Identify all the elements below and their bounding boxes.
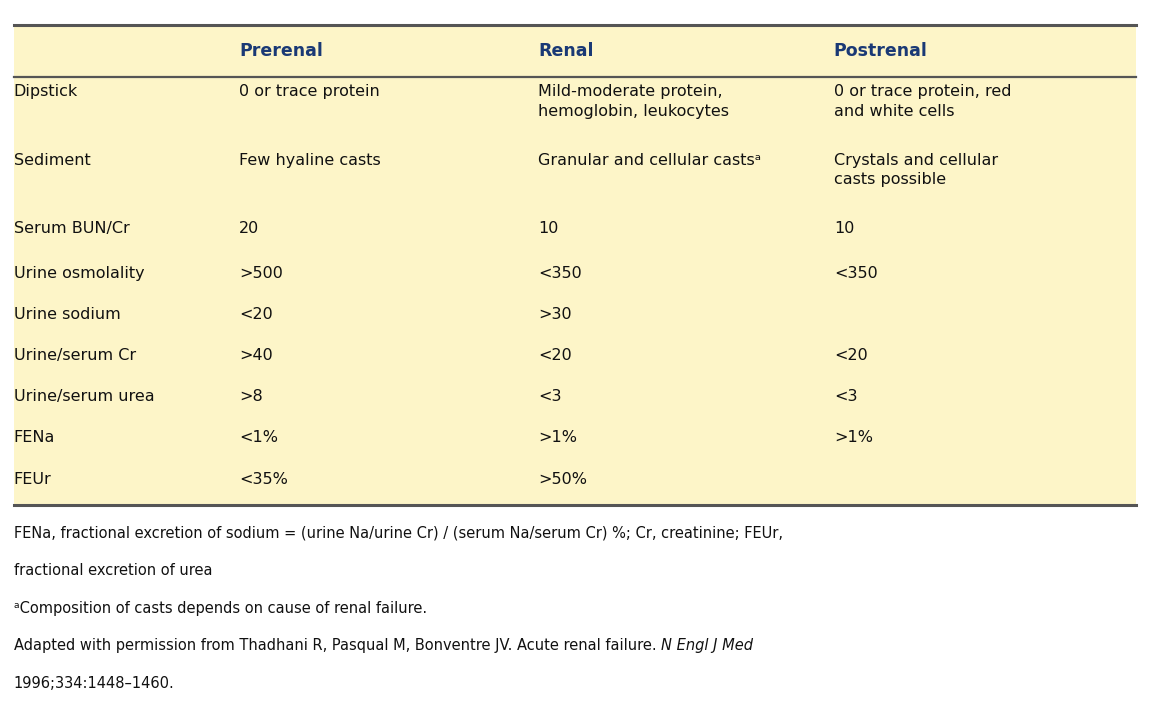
Text: <20: <20 [538, 348, 572, 363]
Text: 20: 20 [239, 221, 260, 236]
Text: Few hyaline casts: Few hyaline casts [239, 153, 381, 168]
Text: <350: <350 [834, 266, 877, 281]
Text: <350: <350 [538, 266, 582, 281]
Text: fractional excretion of urea: fractional excretion of urea [14, 563, 213, 578]
Text: 0 or trace protein: 0 or trace protein [239, 84, 380, 99]
Text: >1%: >1% [538, 430, 577, 446]
Text: <3: <3 [834, 389, 857, 404]
Text: Urine osmolality: Urine osmolality [14, 266, 145, 281]
Text: 10: 10 [834, 221, 854, 236]
Text: Urine sodium: Urine sodium [14, 307, 121, 322]
Text: Urine/serum Cr: Urine/serum Cr [14, 348, 136, 363]
Text: <20: <20 [239, 307, 273, 322]
Text: 10: 10 [538, 221, 559, 236]
Text: Urine/serum urea: Urine/serum urea [14, 389, 154, 404]
Text: Dipstick: Dipstick [14, 84, 78, 99]
Text: >8: >8 [239, 389, 263, 404]
Text: <3: <3 [538, 389, 561, 404]
Text: Mild-moderate protein,
hemoglobin, leukocytes: Mild-moderate protein, hemoglobin, leuko… [538, 84, 729, 118]
Text: Postrenal: Postrenal [834, 43, 928, 60]
Bar [0, 509, 1150, 721]
Text: <1%: <1% [239, 430, 278, 446]
Text: <35%: <35% [239, 472, 288, 487]
Text: 1996;334:1448–1460.: 1996;334:1448–1460. [14, 676, 175, 691]
Text: FENa: FENa [14, 430, 55, 446]
Text: >500: >500 [239, 266, 283, 281]
Text: Granular and cellular castsᵃ: Granular and cellular castsᵃ [538, 153, 761, 168]
Text: <20: <20 [834, 348, 867, 363]
Text: Sediment: Sediment [14, 153, 91, 168]
Text: Renal: Renal [538, 43, 593, 60]
Text: Crystals and cellular
casts possible: Crystals and cellular casts possible [834, 153, 998, 187]
Text: >40: >40 [239, 348, 273, 363]
Text: >50%: >50% [538, 472, 588, 487]
Text: FENa, fractional excretion of sodium = (urine Na/urine Cr) / (serum Na/serum Cr): FENa, fractional excretion of sodium = (… [14, 526, 783, 541]
Text: >1%: >1% [834, 430, 873, 446]
Text: Prerenal: Prerenal [239, 43, 323, 60]
Text: Adapted with permission from Thadhani R, Pasqual M, Bonventre JV. Acute renal fa: Adapted with permission from Thadhani R,… [14, 638, 661, 653]
Text: ᵃComposition of casts depends on cause of renal failure.: ᵃComposition of casts depends on cause o… [14, 601, 427, 616]
Bar [14, 25, 1136, 505]
Text: FEUr: FEUr [14, 472, 52, 487]
Text: >30: >30 [538, 307, 572, 322]
Text: N Engl J Med: N Engl J Med [661, 638, 753, 653]
Text: Serum BUN/Cr: Serum BUN/Cr [14, 221, 130, 236]
Text: 0 or trace protein, red
and white cells: 0 or trace protein, red and white cells [834, 84, 1011, 118]
